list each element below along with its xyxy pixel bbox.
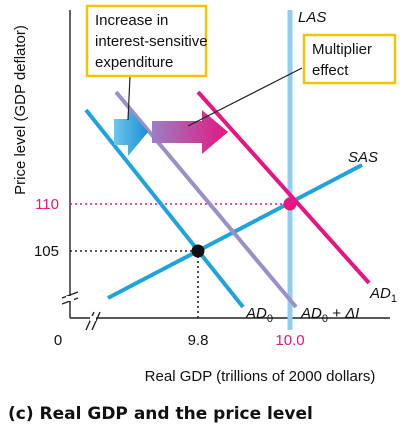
y-tick-110: 110 [35,196,59,213]
equilibrium-point-initial [191,244,205,258]
ad0-plus-delta-i-curve [114,90,298,309]
multiplier-callout-box [302,33,397,85]
x-tick-10-0: 10.0 [275,332,304,349]
interest-shift-arrow [114,108,148,156]
ad0-plus-delta-i-label: AD0 + ΔI [300,305,359,325]
interest-callout-leader [127,75,131,121]
origin-label: 0 [54,332,62,349]
ad1-label: AD1 [369,285,397,305]
interest-callout-line-1: Increase in [95,12,168,29]
interest-callout-line-3: expenditure [95,54,173,71]
sas-label: SAS [348,149,378,166]
multiplier-callout-leader [187,67,303,127]
equilibrium-point-new [283,197,297,211]
interest-callout-line-2: interest-sensitive [95,33,208,50]
ad0-label: AD0 [245,305,273,325]
interest-callout-box [85,4,208,78]
multiplier-callout-line-2: effect [312,62,349,79]
y-tick-105: 105 [34,243,59,260]
las-label: LAS [298,9,326,26]
multiplier-callout-line-1: Multiplier [312,41,372,58]
y-axis-title: Price level (GDP deflator) [12,25,29,195]
ad0-curve [84,108,245,309]
x-axis-title: Real GDP (trillions of 2000 dollars) [145,368,376,385]
figure-caption: (c) Real GDP and the price level [8,404,313,424]
multiplier-shift-arrow [152,110,228,154]
ad1-curve [196,90,371,285]
x-tick-9-8: 9.8 [188,332,209,349]
